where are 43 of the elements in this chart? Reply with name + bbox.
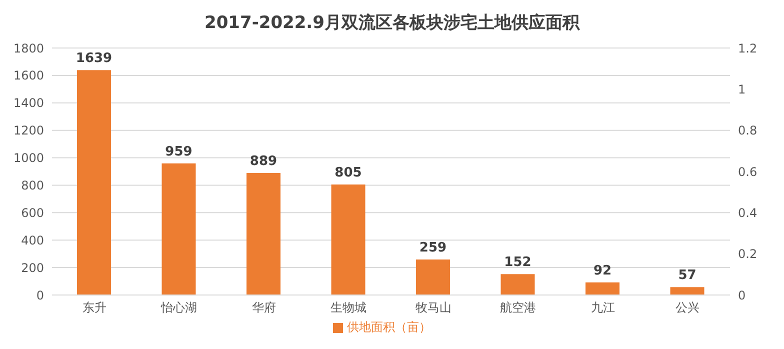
- y-tick-label: 0: [36, 288, 44, 302]
- data-label: 805: [334, 166, 362, 181]
- data-label: 152: [504, 255, 532, 270]
- bar: [670, 287, 704, 295]
- data-label: 92: [593, 263, 612, 278]
- y2-tick-label: 1: [738, 82, 746, 96]
- y-tick-label: 1600: [13, 68, 44, 83]
- y2-tick-label: 0.2: [738, 247, 758, 262]
- bar: [162, 163, 196, 295]
- bar: [331, 184, 366, 295]
- chart-title: 2017-2022.9月双流区各板块涉宅土地供应面积: [204, 12, 581, 35]
- y2-tick-label: 0.6: [738, 164, 758, 179]
- x-tick-label: 公兴: [676, 300, 700, 315]
- x-tick-label: 生物城: [330, 300, 367, 315]
- x-tick-label: 东升: [82, 300, 106, 315]
- y2-tick-label: 0.8: [738, 124, 758, 138]
- y-tick-label: 1400: [13, 96, 44, 110]
- y-tick-label: 1200: [13, 124, 44, 138]
- legend-label: 供地面积（亩）: [347, 320, 431, 334]
- bar: [500, 274, 535, 295]
- y-tick-label: 800: [21, 178, 44, 192]
- y2-tick-label: 1.2: [738, 41, 758, 56]
- data-label: 259: [419, 240, 447, 256]
- y-tick-label: 1000: [13, 151, 44, 166]
- x-tick-label: 怡心湖: [160, 300, 198, 315]
- bar: [77, 70, 111, 295]
- y-tick-label: 400: [21, 233, 44, 248]
- x-tick-label: 牧马山: [415, 300, 452, 315]
- y-tick-label: 200: [21, 260, 44, 275]
- data-label: 889: [250, 154, 278, 170]
- x-tick-label: 华府: [252, 300, 276, 315]
- y2-tick-label: 0: [738, 288, 746, 302]
- data-label: 1639: [76, 51, 112, 66]
- y-tick-label: 1800: [13, 41, 44, 56]
- data-label: 57: [678, 268, 696, 284]
- x-tick-label: 航空港: [500, 300, 536, 315]
- data-label: 959: [165, 144, 192, 160]
- y-tick-label: 600: [21, 206, 44, 220]
- y2-tick-label: 0.4: [738, 206, 758, 220]
- bar: [586, 282, 620, 295]
- bar: [246, 173, 280, 295]
- x-tick-label: 九江: [590, 300, 615, 315]
- bar: [416, 259, 450, 295]
